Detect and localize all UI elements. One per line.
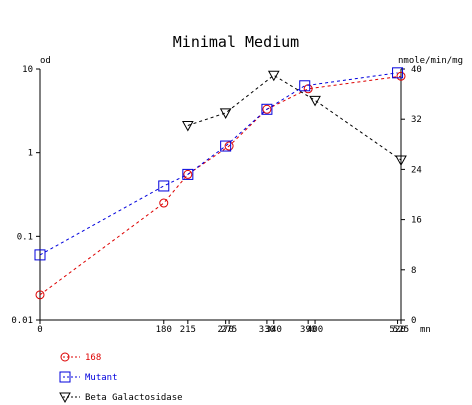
data-point	[396, 71, 406, 81]
legend-marker	[59, 371, 71, 383]
series-1	[34, 67, 404, 261]
y-right-tick-label: 16	[411, 216, 422, 226]
data-point	[309, 95, 321, 107]
legend-marker	[60, 352, 70, 362]
series-line	[39, 75, 402, 296]
y-left-tick-label: 0.01	[11, 316, 33, 326]
legend: 168 Mutant Beta Galactosidase	[59, 352, 183, 404]
legend-label: 168	[85, 353, 101, 363]
y-left-tick-label: 0.1	[17, 232, 33, 242]
y-right-tick-label: 32	[411, 115, 422, 125]
data-point	[219, 108, 232, 119]
series-layer	[34, 67, 407, 300]
y-right-ticks: 0 8 16 24 32 40	[401, 65, 422, 326]
x-tick-label: 330	[259, 325, 275, 335]
x-tick-label: 215	[180, 325, 196, 335]
data-point	[34, 249, 46, 261]
data-point	[261, 103, 273, 115]
data-point	[267, 70, 280, 82]
y-left-ticks: 0.01 0.1 1 10	[11, 65, 40, 326]
y-left-axis-label: od	[40, 56, 51, 66]
series-line	[187, 74, 402, 161]
data-point	[159, 198, 169, 208]
y-left-tick-label: 10	[22, 65, 33, 75]
data-point	[395, 155, 407, 167]
series-2	[181, 70, 407, 167]
x-tick-label: 275	[221, 325, 237, 335]
chart-title: Minimal Medium	[173, 33, 299, 51]
x-tick-label: 400	[307, 325, 323, 335]
series-0	[35, 71, 406, 300]
data-point	[299, 80, 311, 92]
x-tick-label: 520	[389, 325, 405, 335]
data-point	[224, 141, 234, 151]
data-point	[262, 104, 272, 114]
data-point	[303, 84, 313, 94]
x-tick-label: 390	[300, 325, 316, 335]
series-line	[39, 72, 398, 256]
legend-label: Mutant	[85, 373, 118, 383]
data-point	[392, 67, 404, 79]
y-left-tick-label: 1	[28, 149, 33, 159]
data-point	[182, 168, 194, 180]
data-point	[35, 290, 45, 300]
legend-label: Beta Galactosidase	[85, 393, 183, 403]
x-tick-label: 180	[156, 325, 172, 335]
x-tick-label: 0	[37, 325, 42, 335]
data-point	[158, 180, 170, 192]
data-point	[183, 169, 193, 179]
y-right-tick-label: 0	[411, 316, 416, 326]
legend-marker	[59, 392, 71, 404]
x-tick-label: 270	[218, 325, 234, 335]
y-right-axis-label: nmole/min/mg	[398, 56, 463, 66]
y-right-tick-label: 8	[411, 266, 416, 276]
y-right-tick-label: 40	[411, 65, 422, 75]
x-axis-label: mn	[420, 325, 431, 335]
x-tick-label: 525	[393, 325, 409, 335]
data-point	[181, 120, 194, 132]
y-right-tick-label: 24	[411, 165, 422, 175]
x-tick-label: 340	[266, 325, 282, 335]
data-point	[220, 140, 232, 152]
